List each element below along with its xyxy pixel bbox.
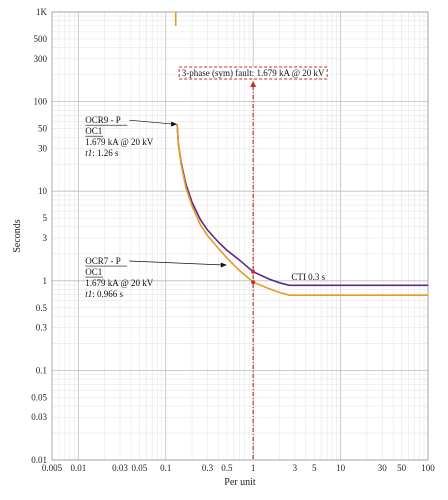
x-tick-label: 10 — [336, 463, 346, 473]
x-tick-label: 30 — [378, 463, 388, 473]
y-tick-label: 5 — [43, 213, 48, 223]
y-tick-label: 0.05 — [31, 392, 47, 402]
cti-label: CTI 0.3 s — [291, 272, 325, 282]
annotation-2-line-2: OC1 — [85, 267, 102, 277]
y-tick-label: 500 — [34, 34, 48, 44]
annotation-2-line-1: OCR7 - P — [85, 256, 121, 266]
plot-frame — [51, 11, 429, 461]
y-tick-label: 0.01 — [31, 455, 47, 465]
annotation-1-leader — [129, 119, 175, 125]
series-layer — [174, 12, 428, 296]
annotation-1-line-4: t1: 1.26 s — [85, 148, 119, 158]
x-tick-label: 1 — [251, 463, 256, 473]
x-tick-label: 0.1 — [160, 463, 171, 473]
fault-arrow-head — [250, 81, 257, 87]
annotation-1-line-2: OC1 — [85, 126, 102, 136]
annotation-2-leader — [129, 260, 224, 266]
y-tick-label: 300 — [34, 54, 48, 64]
annotation-2-arrow-head — [220, 262, 227, 268]
annotation-t1-value: : 0.966 s — [92, 289, 123, 299]
y-tick-label: 30 — [38, 143, 48, 153]
fault-layer: 3-phase (sym) fault: 1.679 kA @ 20 kV — [178, 66, 328, 460]
x-tick-label: 0.5 — [221, 463, 233, 473]
y-tick-label: 1 — [43, 276, 48, 286]
x-tick-label: 0.3 — [202, 463, 214, 473]
y-axis-title: Seconds — [12, 219, 23, 252]
x-tick-label: 0.03 — [112, 463, 128, 473]
fault-label-box — [178, 66, 328, 80]
tick-layer: 0.005 0.01 0.03 0.05 0.1 0.3 0.5 1 3 5 10 30 50 1000.… — [31, 7, 435, 473]
annotation-1-line-1: OCR9 - P — [85, 115, 121, 125]
annotation-1-line-3: 1.679 kA @ 20 kV — [85, 137, 154, 147]
y-tick-label: 0.3 — [36, 323, 48, 333]
grid — [51, 11, 429, 461]
annotation-2-line-3: 1.679 kA @ 20 kV — [85, 278, 154, 288]
y-tick-label: 10 — [38, 186, 48, 196]
fault-intersection-marker — [251, 269, 256, 274]
annotation-2-line-4: t1: 0.966 s — [85, 289, 123, 299]
x-tick-label: 100 — [421, 463, 435, 473]
x-tick-label: 0.01 — [70, 463, 86, 473]
x-tick-label: 3 — [293, 463, 298, 473]
x-tick-label: 0.005 — [42, 463, 63, 473]
x-tick-label: 50 — [397, 463, 407, 473]
y-tick-label: 0.5 — [36, 303, 48, 313]
fault-intersection-marker — [251, 280, 256, 285]
x-tick-label: 0.05 — [132, 463, 148, 473]
fault-label: 3-phase (sym) fault: 1.679 kA @ 20 kV — [182, 68, 325, 78]
tcc-curve-2 — [176, 124, 428, 296]
annotation-1-arrow-head — [171, 121, 178, 127]
y-tick-label: 0.1 — [36, 365, 47, 375]
y-tick-label: 50 — [38, 124, 48, 134]
x-tick-label: 5 — [312, 463, 317, 473]
annotation-t1-symbol: t1 — [85, 289, 92, 299]
y-tick-label: 3 — [43, 233, 48, 243]
y-tick-label: 100 — [34, 97, 48, 107]
annotation-t1-symbol: t1 — [85, 148, 92, 158]
y-tick-label: 0.03 — [31, 412, 47, 422]
y-tick-label: 1K — [36, 7, 48, 17]
x-axis-title: Per unit — [224, 477, 256, 488]
annotation-t1-value: : 1.26 s — [92, 148, 119, 158]
